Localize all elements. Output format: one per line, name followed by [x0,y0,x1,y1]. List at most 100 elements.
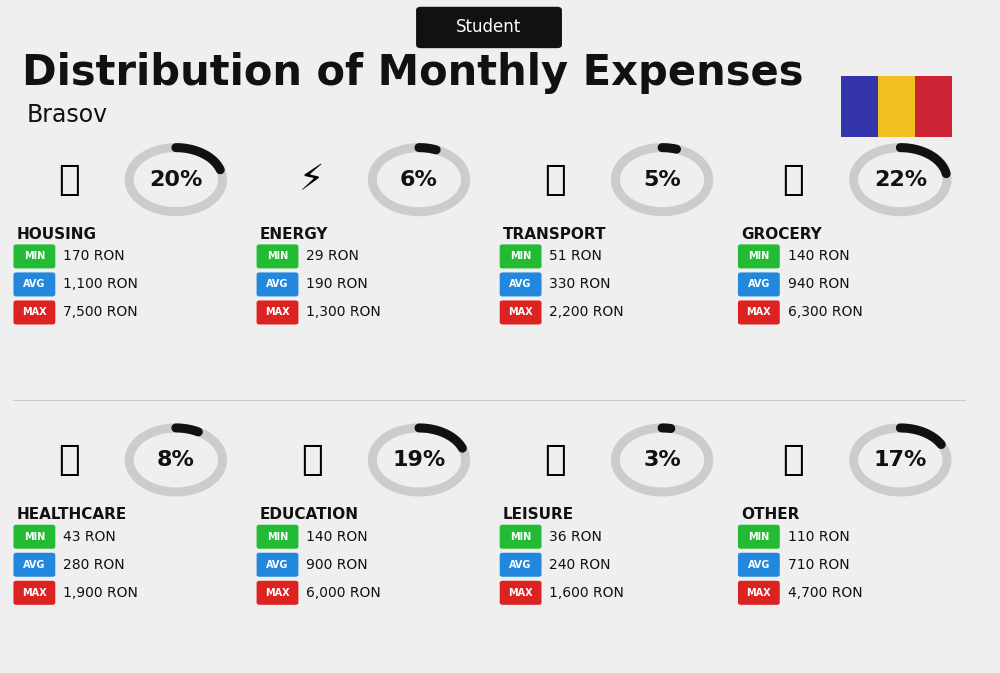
Text: 🛒: 🛒 [783,163,804,197]
Text: GROCERY: GROCERY [741,227,822,242]
Text: AVG: AVG [23,279,46,289]
FancyBboxPatch shape [500,300,542,324]
FancyBboxPatch shape [500,273,542,296]
Text: 140 RON: 140 RON [788,250,849,263]
Text: 6,000 RON: 6,000 RON [306,586,381,600]
Text: MAX: MAX [22,588,47,598]
Text: 280 RON: 280 RON [63,558,125,572]
Text: 7,500 RON: 7,500 RON [63,306,138,320]
FancyBboxPatch shape [841,75,878,137]
Text: 2,200 RON: 2,200 RON [549,306,624,320]
FancyBboxPatch shape [738,553,780,577]
Text: AVG: AVG [509,560,532,570]
FancyBboxPatch shape [878,75,915,137]
Text: 140 RON: 140 RON [306,530,368,544]
Text: 190 RON: 190 RON [306,277,368,291]
FancyBboxPatch shape [257,581,298,605]
Text: 3%: 3% [643,450,681,470]
Text: AVG: AVG [266,560,289,570]
FancyBboxPatch shape [257,273,298,296]
FancyBboxPatch shape [13,525,55,548]
Text: AVG: AVG [509,279,532,289]
Text: ⚡: ⚡ [299,163,325,197]
FancyBboxPatch shape [13,300,55,324]
Text: AVG: AVG [23,560,46,570]
Text: 1,300 RON: 1,300 RON [306,306,381,320]
Text: 🎓: 🎓 [301,443,323,477]
Text: 22%: 22% [874,170,927,190]
Text: 8%: 8% [157,450,195,470]
Text: 6,300 RON: 6,300 RON [788,306,862,320]
FancyBboxPatch shape [13,553,55,577]
Text: 940 RON: 940 RON [788,277,849,291]
Text: Student: Student [456,18,522,36]
Text: MAX: MAX [747,308,771,318]
Text: Distribution of Monthly Expenses: Distribution of Monthly Expenses [22,52,804,94]
Text: 20%: 20% [149,170,203,190]
Text: MAX: MAX [508,588,533,598]
Text: LEISURE: LEISURE [503,507,574,522]
Text: 330 RON: 330 RON [549,277,611,291]
FancyBboxPatch shape [738,581,780,605]
Text: MIN: MIN [748,252,769,261]
Text: MIN: MIN [24,532,45,542]
Text: 💰: 💰 [783,443,804,477]
FancyBboxPatch shape [500,244,542,269]
Text: 900 RON: 900 RON [306,558,368,572]
Text: MAX: MAX [265,588,290,598]
Text: MAX: MAX [508,308,533,318]
FancyBboxPatch shape [738,300,780,324]
Text: AVG: AVG [266,279,289,289]
Text: 1,900 RON: 1,900 RON [63,586,138,600]
Text: AVG: AVG [748,279,770,289]
FancyBboxPatch shape [738,525,780,548]
FancyBboxPatch shape [13,273,55,296]
FancyBboxPatch shape [500,581,542,605]
Text: 🏥: 🏥 [58,443,80,477]
Text: MIN: MIN [267,532,288,542]
Text: MIN: MIN [24,252,45,261]
Text: MAX: MAX [265,308,290,318]
Text: 1,100 RON: 1,100 RON [63,277,138,291]
Text: MIN: MIN [267,252,288,261]
Text: 710 RON: 710 RON [788,558,849,572]
Text: TRANSPORT: TRANSPORT [503,227,606,242]
Text: 240 RON: 240 RON [549,558,611,572]
Text: MAX: MAX [747,588,771,598]
FancyBboxPatch shape [738,244,780,269]
Text: 170 RON: 170 RON [63,250,125,263]
Text: HOUSING: HOUSING [16,227,96,242]
Text: 4,700 RON: 4,700 RON [788,586,862,600]
Text: MAX: MAX [22,308,47,318]
FancyBboxPatch shape [257,300,298,324]
FancyBboxPatch shape [738,273,780,296]
Text: 36 RON: 36 RON [549,530,602,544]
Text: MIN: MIN [748,532,769,542]
FancyBboxPatch shape [257,244,298,269]
Text: 6%: 6% [400,170,438,190]
FancyBboxPatch shape [13,581,55,605]
Text: Brasov: Brasov [27,103,108,127]
FancyBboxPatch shape [915,75,952,137]
Text: MIN: MIN [510,252,531,261]
Text: OTHER: OTHER [741,507,799,522]
Text: 🏢: 🏢 [58,163,80,197]
Text: 29 RON: 29 RON [306,250,359,263]
FancyBboxPatch shape [416,7,562,48]
Text: 🚌: 🚌 [544,163,566,197]
FancyBboxPatch shape [500,525,542,548]
Text: 110 RON: 110 RON [788,530,849,544]
FancyBboxPatch shape [13,244,55,269]
FancyBboxPatch shape [257,525,298,548]
Text: MIN: MIN [510,532,531,542]
Text: 51 RON: 51 RON [549,250,602,263]
Text: HEALTHCARE: HEALTHCARE [16,507,127,522]
Text: EDUCATION: EDUCATION [260,507,359,522]
Text: 5%: 5% [643,170,681,190]
Text: 17%: 17% [874,450,927,470]
Text: AVG: AVG [748,560,770,570]
FancyBboxPatch shape [257,553,298,577]
Text: 1,600 RON: 1,600 RON [549,586,624,600]
Text: 19%: 19% [392,450,446,470]
Text: 43 RON: 43 RON [63,530,116,544]
